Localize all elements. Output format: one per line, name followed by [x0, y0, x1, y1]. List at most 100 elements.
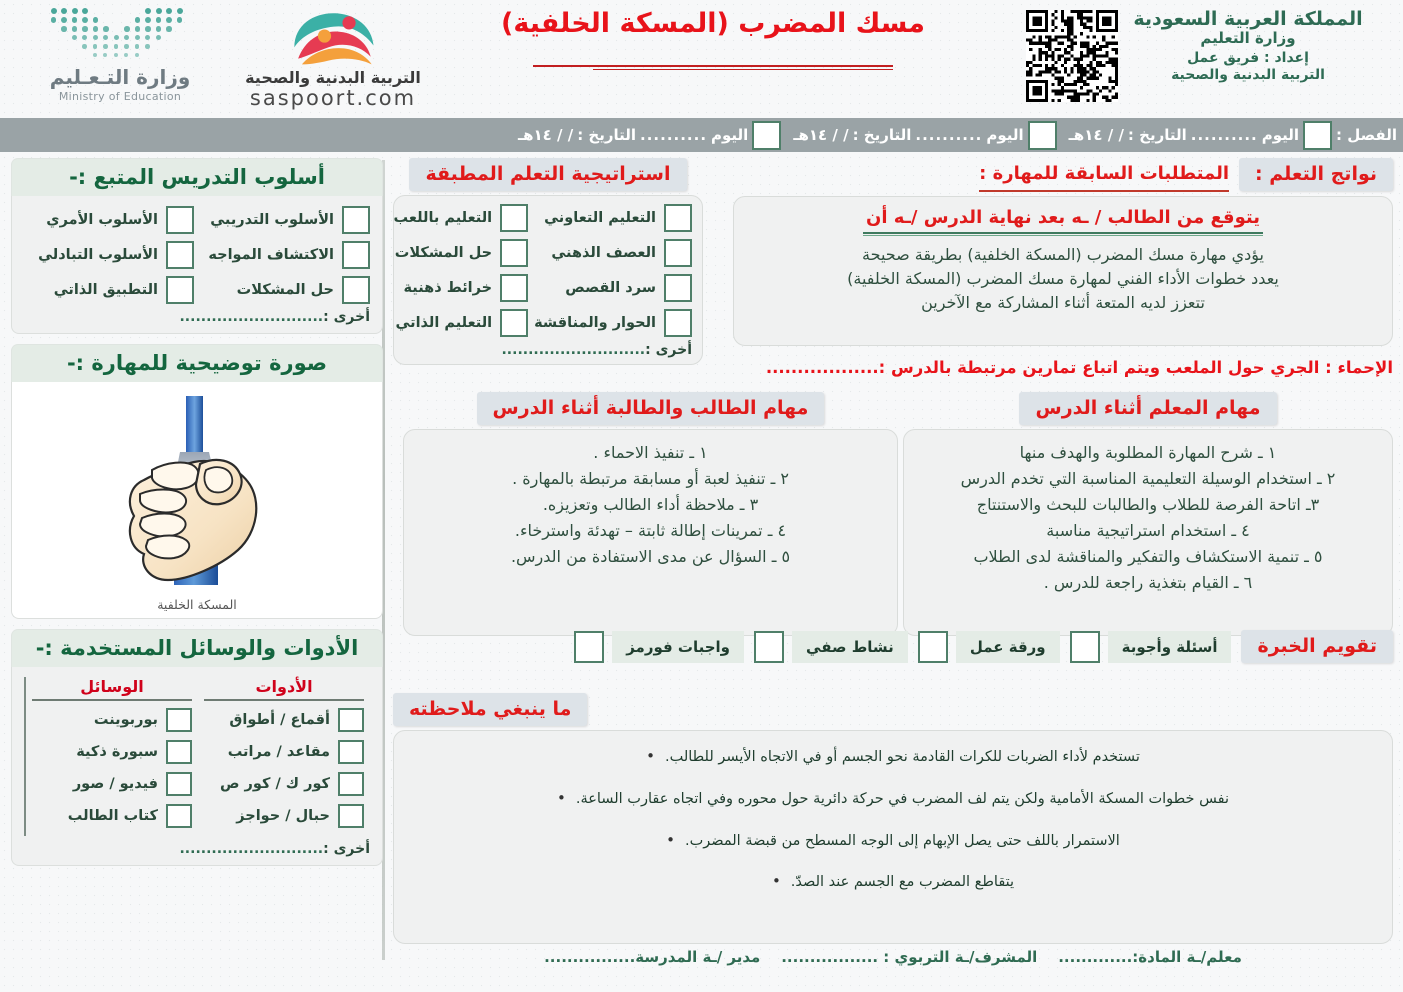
class-input-box[interactable]	[1303, 120, 1333, 150]
teacher-task-item: ٢ ـ استخدام الوسيلة التعليمية المناسبة ا…	[960, 468, 1336, 488]
media-label: فيديو / صور	[72, 776, 158, 792]
teaching-style-row[interactable]: الأسلوب التبادلي	[24, 241, 194, 269]
tool-row[interactable]: كور ك / كور ص	[204, 772, 364, 796]
notes-section: ما ينبغي ملاحظته تستخدم لأداء الضربات لل…	[393, 693, 1393, 944]
media-row[interactable]: بوربوينت	[32, 708, 192, 732]
evaluation-option-checkbox[interactable]	[574, 630, 605, 663]
outcome-item: يؤدي مهارة مسك المضرب (المسكة الخلفية) ب…	[862, 245, 1264, 264]
media-row[interactable]: كتاب الطالب	[32, 804, 192, 828]
teaching-style-row[interactable]: حل المشكلات	[200, 276, 370, 304]
teaching-style-checkbox[interactable]	[166, 241, 194, 269]
saspoort-name-ar: التربية البدنية والصحية	[245, 68, 421, 87]
teaching-style-label: الأسلوب الأمري	[46, 212, 158, 228]
tool-checkbox[interactable]	[338, 740, 364, 764]
evaluation-option[interactable]: ورقة عمل	[917, 630, 1060, 663]
outcomes-card: يتوقع من الطالب / ـه بعد نهاية الدرس /ـه…	[733, 196, 1393, 346]
strategy-label: التعليم التعاوني	[544, 210, 656, 226]
teaching-style-checkbox[interactable]	[166, 276, 194, 304]
tool-checkbox[interactable]	[338, 708, 364, 732]
tool-checkbox[interactable]	[338, 804, 364, 828]
note-item-text: تستخدم لأداء الضربات للكرات القادمة نحو …	[664, 749, 1140, 765]
strategy-row[interactable]: العصف الذهني	[534, 239, 692, 267]
media-row[interactable]: فيديو / صور	[32, 772, 192, 796]
racket-grip-illustration-icon	[128, 396, 258, 585]
evaluation-option-checkbox[interactable]	[1069, 630, 1100, 663]
teaching-style-row[interactable]: الأسلوب الأمري	[24, 206, 194, 234]
strategy-row[interactable]: سرد القصص	[534, 274, 692, 302]
evaluation-option[interactable]: واجبات فورمز	[574, 630, 745, 663]
strategy-row[interactable]: خرائط ذهنية	[394, 274, 529, 302]
ministry-name-en: Ministry of Education	[58, 90, 182, 103]
evaluation-option[interactable]: أسئلة وأجوبة	[1069, 630, 1232, 663]
media-row[interactable]: سبورة ذكية	[32, 740, 192, 764]
strategy-checkbox[interactable]	[500, 274, 529, 302]
strategy-checkbox[interactable]	[500, 204, 529, 232]
ksa-line-3: إعداد : فريق عمل	[1187, 49, 1309, 66]
media-checkbox[interactable]	[166, 708, 192, 732]
tool-checkbox[interactable]	[338, 772, 364, 796]
student-task-item: ١ ـ تنفيذ الاحماء .	[593, 443, 708, 462]
bullet-icon: •	[557, 788, 566, 807]
teaching-style-label: الأسلوب التبادلي	[38, 247, 158, 263]
tools-right-column: الوسائل بوربوينت سبورة ذكية فيديو / صور كتا…	[24, 677, 198, 836]
teaching-style-checkbox[interactable]	[342, 241, 370, 269]
teaching-style-row[interactable]: التطبيق الذاتي	[24, 276, 194, 304]
notes-title: ما ينبغي ملاحظته	[393, 693, 588, 726]
strategy-row[interactable]: التعليم التعاوني	[534, 204, 692, 232]
strategy-checkbox[interactable]	[664, 274, 692, 302]
student-task-item: ٤ ـ تمرينات إطالة ثابتة – تهدئة واسترخاء…	[514, 520, 787, 540]
date-value[interactable]: / / ١٤هـ	[1068, 126, 1124, 144]
note-item: الاستمرار باللف حتى يصل الإبهام إلى الوج…	[418, 831, 1368, 853]
day-blank[interactable]: ..........	[1190, 126, 1258, 144]
media-checkbox[interactable]	[166, 740, 192, 764]
day-label: اليوم	[986, 126, 1024, 144]
strategy-row[interactable]: التعليم باللعب	[394, 204, 529, 232]
strategy-panel: استراتيجية التعلم المطبقة التعليم التعاو…	[393, 158, 703, 365]
evaluation-option-checkbox[interactable]	[754, 630, 785, 663]
teaching-style-checkbox[interactable]	[166, 206, 194, 234]
ksa-line-1: المملكة العربية السعودية	[1133, 8, 1363, 30]
illustration-title: صورة توضيحية للمهارة :-	[11, 344, 383, 382]
strategy-label: الحوار والمناقشة	[534, 315, 656, 331]
media-checkbox[interactable]	[166, 804, 192, 828]
teaching-style-checkbox[interactable]	[342, 206, 370, 234]
evaluation-option-checkbox[interactable]	[917, 630, 948, 663]
teaching-style-row[interactable]: الأسلوب التدريبي	[200, 206, 370, 234]
outcomes-expectation-text: يتوقع من الطالب / ـه بعد نهاية الدرس /ـه…	[866, 207, 1260, 228]
strategy-checkbox[interactable]	[500, 239, 529, 267]
tool-row[interactable]: أقماع / أطواق	[204, 708, 364, 732]
ksa-ministry-block: المملكة العربية السعودية وزارة التعليم إ…	[1123, 8, 1373, 83]
tool-row[interactable]: حبال / حواجز	[204, 804, 364, 828]
evaluation-option[interactable]: نشاط صفي	[754, 630, 908, 663]
strategy-checkbox[interactable]	[664, 204, 692, 232]
date-value[interactable]: / / ١٤هـ	[517, 126, 574, 144]
media-label: بوربوينت	[93, 712, 158, 728]
teacher-task-item: ٣ـ اتاحة الفرصة للطلاب والطالبات للبحث و…	[976, 494, 1320, 514]
tool-label: حبال / حواجز	[236, 808, 330, 824]
day-blank[interactable]: ..........	[640, 126, 708, 144]
date-value[interactable]: / / ١٤هـ	[793, 126, 849, 144]
tool-row[interactable]: مقاعد / مراتب	[204, 740, 364, 764]
class-input-box[interactable]	[752, 120, 782, 150]
strategy-row[interactable]: التعليم الذاتي	[394, 309, 529, 337]
teaching-style-left-column: الأسلوب التدريبي الاكتشاف المواجه حل المشك…	[200, 206, 370, 304]
teacher-task-item: ٦ ـ القيام بتغذية راجعة للدرس .	[1043, 572, 1253, 592]
student-tasks-title: مهام الطالب والطالبة أثناء الدرس	[476, 392, 825, 425]
class-input-box[interactable]	[1027, 120, 1057, 150]
notes-card: تستخدم لأداء الضربات للكرات القادمة نحو …	[393, 730, 1393, 944]
evaluation-option-label: ورقة عمل	[955, 630, 1060, 663]
strategy-left-column: التعليم التعاوني العصف الذهني سرد القصص الح…	[534, 204, 692, 337]
ksa-line-2: وزارة التعليم	[1200, 28, 1296, 47]
strategy-row[interactable]: الحوار والمناقشة	[534, 309, 692, 337]
teaching-style-checkbox[interactable]	[342, 276, 370, 304]
student-tasks-section: مهام الطالب والطالبة أثناء الدرس ١ ـ تنف…	[403, 392, 898, 636]
day-blank[interactable]: ..........	[915, 126, 983, 144]
media-checkbox[interactable]	[166, 772, 192, 796]
strategy-checkbox[interactable]	[664, 239, 692, 267]
strategy-checkbox[interactable]	[500, 309, 529, 337]
teaching-style-row[interactable]: الاكتشاف المواجه	[200, 241, 370, 269]
date-segment: الفصل : اليوم.......... التاريخ : / / ١٤هـ	[1063, 120, 1403, 150]
strategy-row[interactable]: حل المشكلات	[394, 239, 529, 267]
strategy-checkbox[interactable]	[664, 309, 692, 337]
tools-right-header: الوسائل	[32, 677, 192, 701]
